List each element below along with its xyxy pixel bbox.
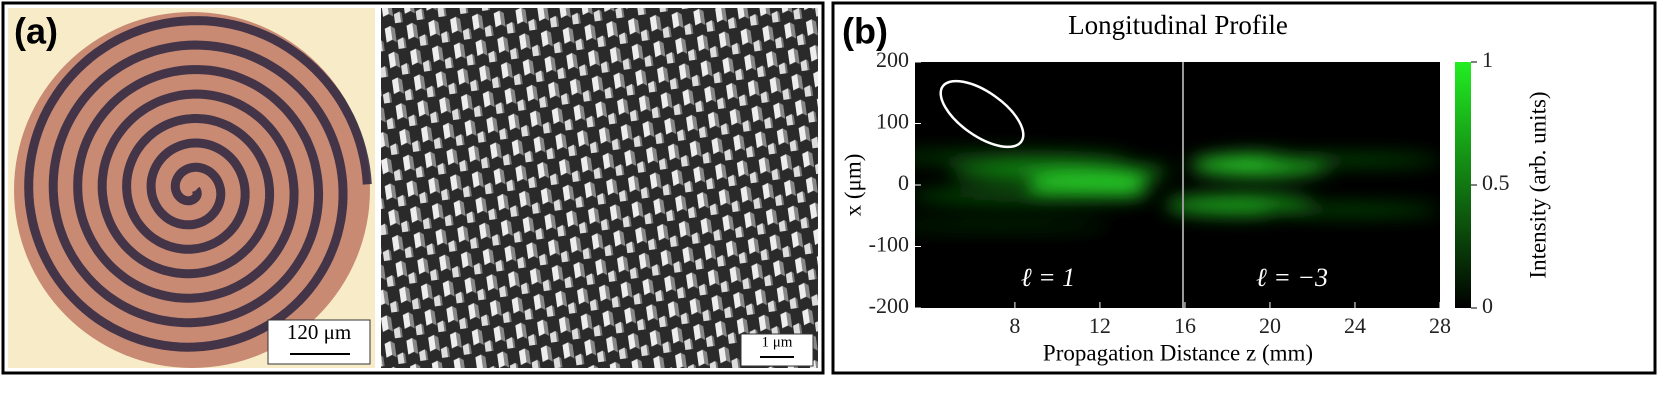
panel-b-frame [831, 1, 1657, 375]
scale-box [740, 333, 814, 367]
panel-a-frame [1, 1, 825, 375]
x-tick-label: 8 [1009, 313, 1020, 338]
heatmap-bg [915, 62, 1440, 308]
chart-title: Longitudinal Profile [1068, 10, 1288, 40]
annotation: ℓ = 1 [1021, 263, 1075, 292]
colorbar-tick-label: 1 [1482, 47, 1493, 72]
x-axis-label: Propagation Distance z (mm) [1043, 340, 1313, 365]
y-tick-label: -200 [869, 293, 909, 318]
colorbar [1455, 62, 1471, 308]
colorbar-tick-label: 0.5 [1482, 170, 1510, 195]
y-axis-label: x (μm) [840, 154, 865, 217]
annotation: ℓ = −3 [1256, 263, 1328, 292]
y-tick-label: 100 [876, 109, 909, 134]
x-tick-label: 24 [1344, 313, 1366, 338]
x-tick-label: 28 [1429, 313, 1451, 338]
panel-label: (a) [14, 11, 58, 52]
scale-box [267, 319, 371, 365]
panel-label: (b) [842, 11, 888, 52]
y-tick-label: -100 [869, 232, 909, 257]
colorbar-tick-label: 0 [1482, 293, 1493, 318]
scale-text: 120 μm [287, 320, 351, 344]
polarization-ellipse [939, 79, 1025, 149]
scale-text: 1 μm [762, 334, 793, 350]
y-tick-label: 200 [876, 47, 909, 72]
colorbar-label: Intensity (arb. units) [1525, 91, 1550, 278]
spiral-stripes [24, 16, 372, 352]
x-tick-label: 12 [1089, 313, 1111, 338]
sem-image [381, 8, 818, 368]
y-tick-label: 0 [898, 170, 909, 195]
x-tick-label: 16 [1174, 313, 1196, 338]
intensity-map [915, 151, 1440, 229]
x-tick-label: 20 [1259, 313, 1281, 338]
